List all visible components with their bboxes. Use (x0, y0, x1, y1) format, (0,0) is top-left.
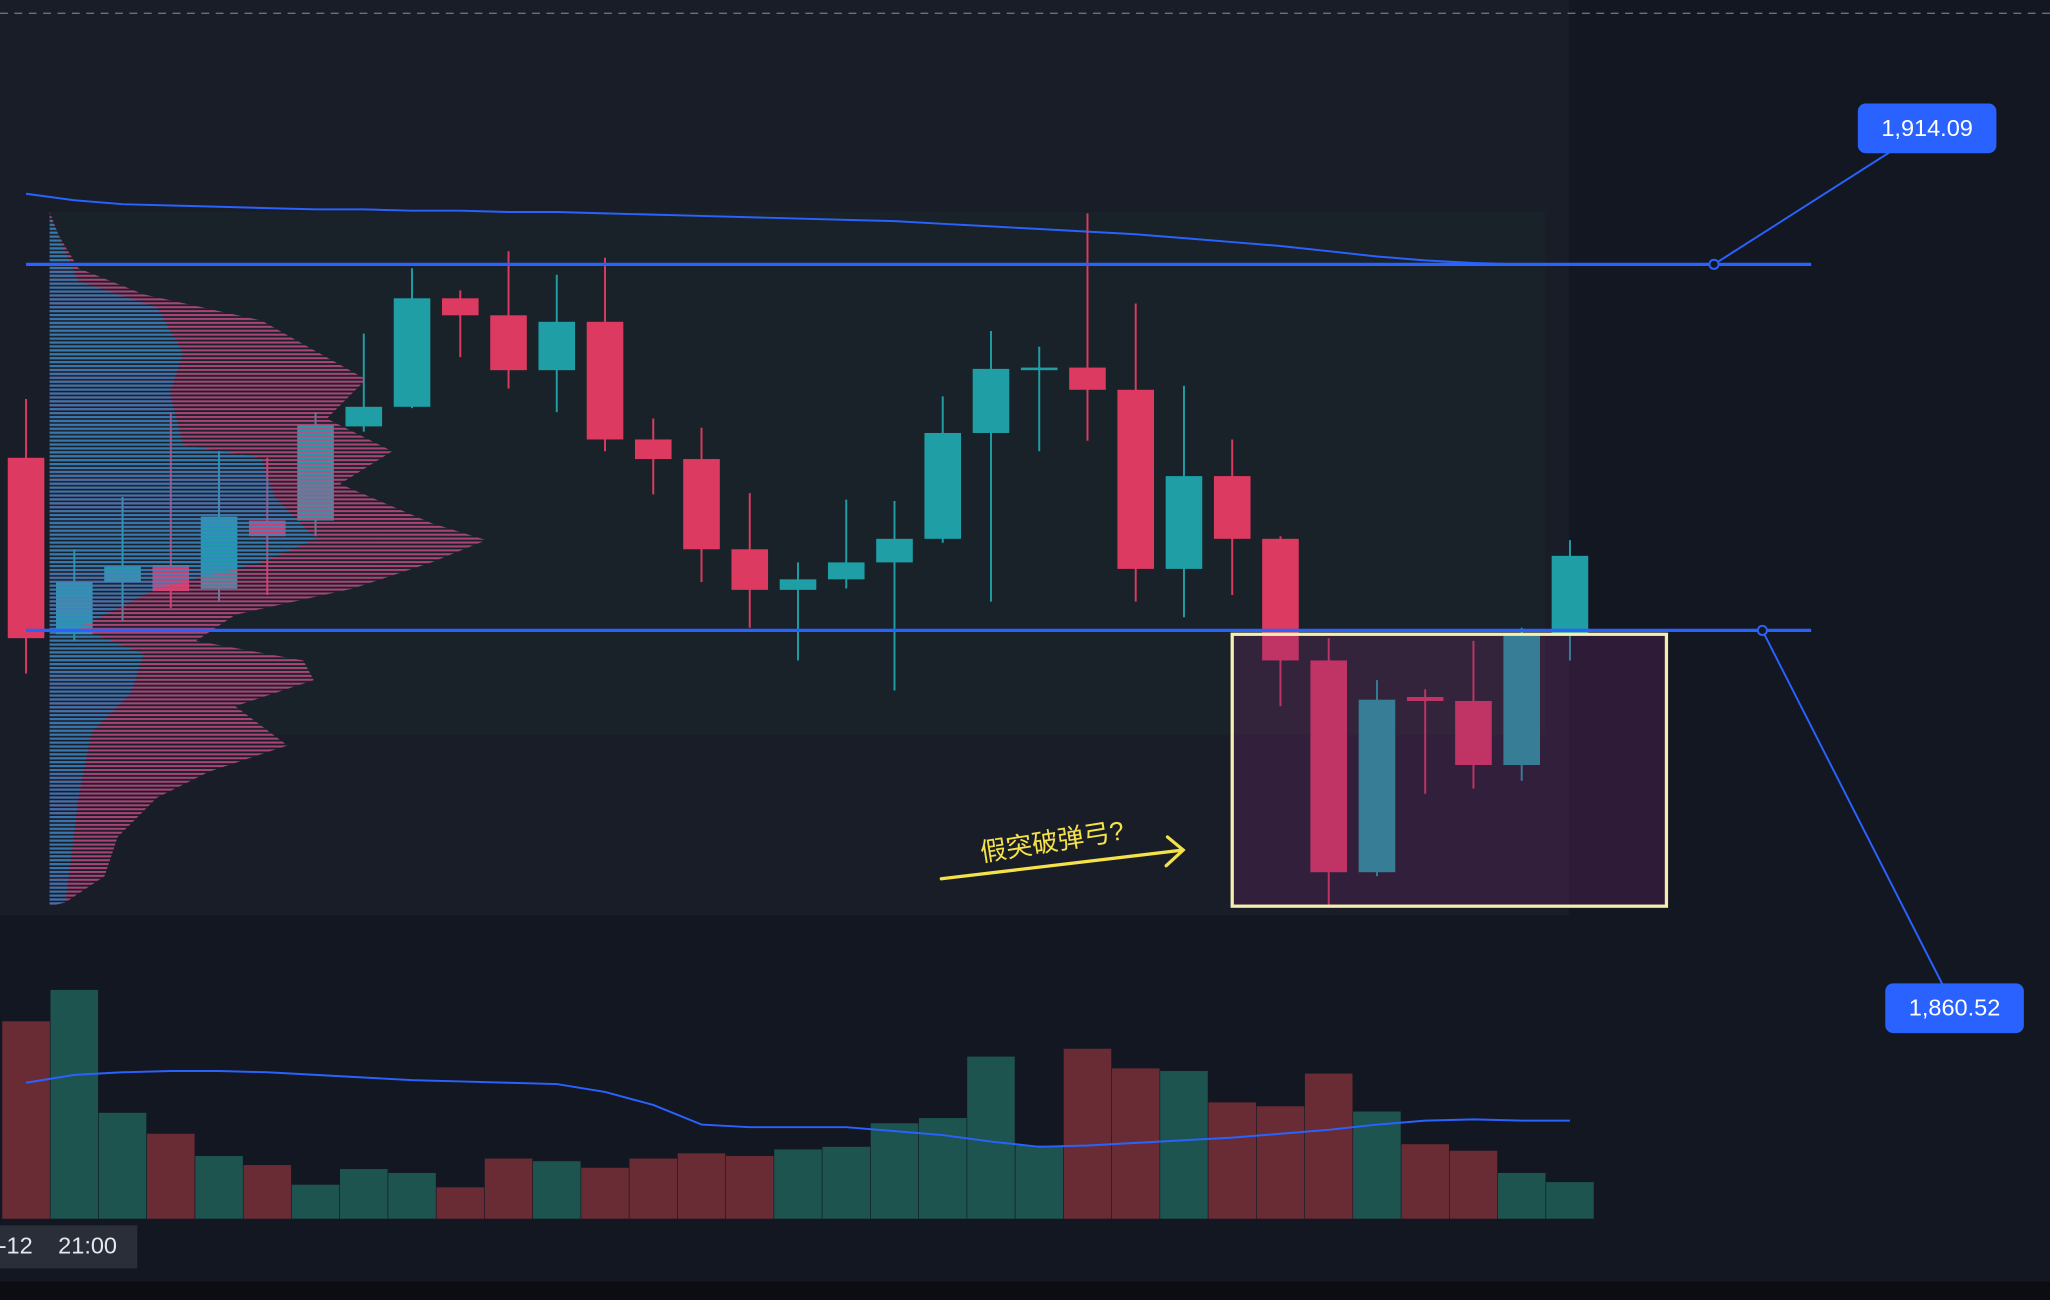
crosshair-date: -12 (0, 1233, 33, 1259)
candle-body (1310, 660, 1348, 873)
volume-bar (2, 1021, 50, 1219)
candle-body (1165, 476, 1203, 569)
volume-bar (1304, 1073, 1353, 1219)
volume-bar (822, 1146, 871, 1219)
crosshair-time: 21:00 (58, 1233, 117, 1259)
candle-body (490, 315, 527, 371)
candle-body (1503, 634, 1541, 766)
candle-body (924, 432, 962, 539)
candle-body (779, 579, 817, 590)
profile-buy (49, 215, 317, 907)
candle-body (1262, 538, 1299, 661)
volume-bar (1546, 1182, 1594, 1219)
volume-bar (1063, 1048, 1112, 1219)
moving-average (25, 192, 1570, 266)
candle-body (1117, 389, 1155, 569)
candle-body (1358, 699, 1396, 873)
highlight-box (1230, 632, 1669, 908)
volume-bar (243, 1165, 292, 1219)
candle-body (827, 562, 865, 580)
candle-body (538, 321, 576, 371)
volume-bar (1449, 1150, 1498, 1219)
annotation-arrow (939, 835, 1186, 881)
candle-body (586, 321, 624, 440)
callout-anchor (1756, 624, 1768, 636)
candle-body (683, 459, 720, 550)
candle-body (876, 538, 913, 563)
candle-body (1455, 700, 1492, 766)
volume-profile (49, 212, 487, 907)
candle-body (1213, 476, 1251, 539)
volume-bar (484, 1158, 533, 1219)
candle-body (1069, 367, 1106, 390)
range-box (25, 192, 1570, 266)
candle-body (972, 368, 1010, 433)
callout-box (1885, 983, 2024, 1034)
volume-bar (677, 1153, 726, 1219)
volume-bar (1353, 1111, 1401, 1219)
volume-bar (774, 1149, 822, 1219)
volume-bar (1208, 1102, 1257, 1219)
callout-connector (1761, 629, 1956, 1009)
volume-bar (50, 989, 99, 1219)
callout-box (1857, 103, 1997, 154)
volume-moving-average (25, 1070, 1570, 1148)
volume-bar (870, 1123, 919, 1219)
volume-pane (2, 989, 1594, 1219)
volume-bar (725, 1155, 774, 1219)
candle-body (441, 298, 479, 316)
candle-body (393, 298, 431, 407)
volume-bar (1401, 1144, 1450, 1219)
candle-body (1020, 367, 1058, 371)
crosshair-label-box (0, 1225, 138, 1269)
volume-bar (436, 1187, 485, 1219)
callout-anchor (1708, 258, 1720, 270)
volume-bar (146, 1133, 195, 1219)
volume-bar (1256, 1106, 1305, 1219)
volume-bar (195, 1155, 243, 1219)
candle-body (1551, 555, 1589, 635)
volume-bar (98, 1112, 147, 1219)
volume-bar (629, 1158, 678, 1219)
volume-bar (1160, 1070, 1208, 1219)
volume-bar (532, 1161, 581, 1219)
candle-body (345, 406, 383, 427)
volume-bar (967, 1056, 1015, 1219)
volume-bar (388, 1172, 436, 1219)
candle-body (731, 549, 769, 590)
candle-body (1406, 697, 1444, 701)
bottom-strip (0, 1281, 2050, 1300)
volume-bar (1015, 1145, 1064, 1219)
volume-bar (1497, 1172, 1546, 1219)
overlay: 1,914.09 1,860.52 (26, 103, 2024, 1034)
volume-bar (291, 1184, 340, 1219)
callout-label: 1,860.52 (1909, 995, 2001, 1021)
candle-body (634, 439, 672, 460)
callout-label: 1,914.09 (1881, 115, 1973, 141)
volume-bar (581, 1167, 629, 1219)
candle-body (7, 457, 45, 639)
volume-bar (339, 1169, 388, 1219)
